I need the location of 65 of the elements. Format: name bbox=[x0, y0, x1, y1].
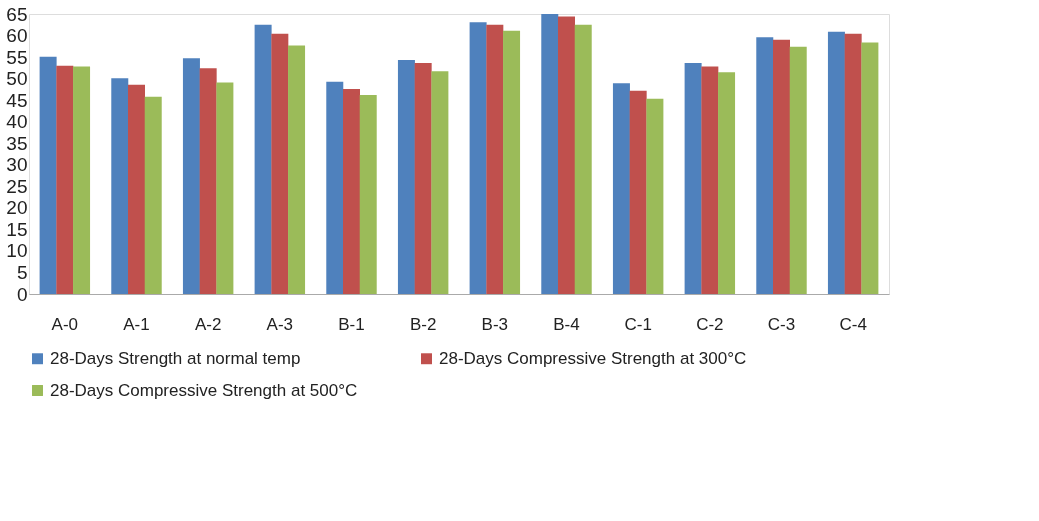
bar bbox=[431, 71, 449, 294]
bar bbox=[558, 16, 575, 294]
bar bbox=[844, 33, 862, 294]
bar bbox=[56, 65, 74, 294]
y-tick-label: 50 bbox=[6, 68, 28, 90]
bar bbox=[574, 24, 592, 294]
bar bbox=[199, 68, 217, 294]
y-tick-label: 55 bbox=[6, 46, 28, 68]
bar bbox=[216, 82, 234, 294]
bar bbox=[789, 46, 807, 294]
y-tick-label: 15 bbox=[6, 218, 28, 240]
bar bbox=[254, 24, 272, 294]
bar bbox=[684, 63, 702, 294]
x-tick-label: B-4 bbox=[553, 314, 580, 334]
bar bbox=[701, 66, 719, 294]
x-tick-label: C-2 bbox=[696, 314, 724, 334]
bar bbox=[343, 88, 360, 294]
bar bbox=[612, 83, 630, 294]
y-tick-label: 40 bbox=[6, 111, 28, 133]
bar bbox=[486, 24, 504, 294]
y-tick-label: 65 bbox=[6, 3, 28, 25]
x-tick-label: C-4 bbox=[839, 314, 867, 334]
bar bbox=[182, 58, 200, 294]
x-tick-label: A-3 bbox=[266, 314, 294, 334]
bar bbox=[503, 30, 521, 294]
x-tick-label: A-1 bbox=[123, 314, 150, 334]
y-tick-label: 10 bbox=[6, 240, 28, 262]
bar bbox=[541, 14, 559, 294]
x-tick-label: B-2 bbox=[409, 314, 437, 334]
bar bbox=[359, 94, 377, 294]
bar bbox=[827, 31, 845, 294]
bar bbox=[128, 84, 145, 294]
y-tick-label: 60 bbox=[6, 25, 28, 47]
bar bbox=[111, 78, 129, 294]
legend-label: 28-Days Compressive Strength at 300°C bbox=[439, 348, 747, 368]
bar bbox=[73, 66, 91, 294]
y-tick-label: 5 bbox=[16, 261, 28, 283]
y-tick-label: 35 bbox=[6, 132, 28, 154]
legend-label: 28-Days Strength at normal temp bbox=[50, 348, 301, 368]
x-tick-label: C-1 bbox=[624, 314, 652, 334]
bar bbox=[414, 63, 432, 294]
bar bbox=[288, 45, 306, 294]
bar bbox=[397, 60, 415, 294]
y-tick-label: 25 bbox=[6, 175, 28, 197]
x-tick-label: C-3 bbox=[767, 314, 796, 334]
bar bbox=[271, 33, 289, 294]
x-tick-label: B-3 bbox=[481, 314, 509, 334]
y-tick-label: 30 bbox=[6, 154, 28, 176]
bar bbox=[469, 22, 487, 294]
bar bbox=[144, 96, 162, 294]
bar bbox=[773, 39, 790, 294]
y-tick-label: 45 bbox=[6, 89, 28, 111]
x-tick-label: A-2 bbox=[194, 314, 222, 334]
bar bbox=[756, 37, 774, 294]
y-tick-label: 0 bbox=[16, 283, 28, 305]
bar bbox=[718, 72, 736, 294]
bar bbox=[326, 81, 344, 294]
x-tick-label: B-1 bbox=[338, 314, 365, 334]
bar bbox=[39, 56, 57, 294]
legend-label: 28-Days Compressive Strength at 500°C bbox=[50, 380, 358, 400]
bar bbox=[646, 98, 664, 294]
y-tick-label: 20 bbox=[6, 197, 28, 219]
x-tick-label: A-0 bbox=[51, 314, 79, 334]
bar bbox=[861, 42, 879, 294]
bar bbox=[629, 90, 647, 294]
